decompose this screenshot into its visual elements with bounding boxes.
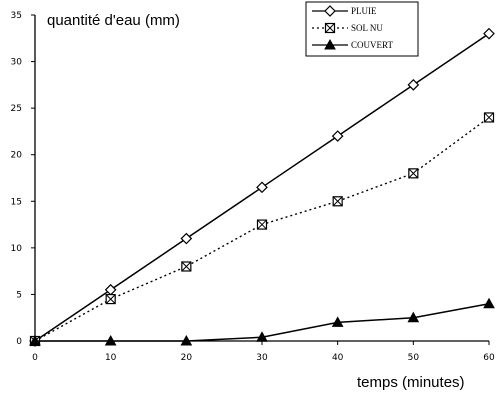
legend-item: PLUIE bbox=[312, 5, 377, 17]
data-point-cross bbox=[181, 261, 192, 272]
y-tick-label: 15 bbox=[11, 197, 22, 207]
data-point bbox=[256, 219, 268, 230]
data-point bbox=[324, 22, 336, 34]
series-sol-nu bbox=[29, 112, 495, 347]
data-point bbox=[256, 181, 268, 194]
data-point bbox=[483, 297, 495, 309]
x-tick-label: 60 bbox=[483, 353, 495, 363]
data-point bbox=[105, 293, 116, 305]
data-point bbox=[331, 130, 344, 142]
data-point-cross bbox=[484, 112, 494, 123]
legend-label: PLUIE bbox=[351, 6, 377, 16]
data-point bbox=[180, 232, 193, 245]
data-point bbox=[483, 27, 495, 40]
data-point bbox=[331, 316, 344, 327]
series-layer bbox=[29, 27, 495, 347]
x-tick-label: 10 bbox=[105, 353, 117, 363]
data-point bbox=[408, 168, 419, 179]
data-point bbox=[332, 196, 343, 207]
data-point-cross bbox=[105, 294, 116, 304]
y-tick-label: 25 bbox=[11, 104, 22, 114]
data-point-cross bbox=[408, 168, 419, 179]
y-tick-label: 35 bbox=[11, 11, 22, 21]
tick-labels: 0 5 10 15 20 25 30 35 0 10 20 30 40 50 60 bbox=[11, 11, 495, 363]
data-point bbox=[324, 38, 336, 50]
x-tick-label: 50 bbox=[408, 353, 420, 363]
data-point bbox=[29, 334, 41, 346]
x-axis-title: temps (minutes) bbox=[357, 374, 465, 391]
data-point bbox=[324, 5, 336, 17]
y-tick-label: 0 bbox=[16, 337, 22, 347]
data-point bbox=[104, 334, 117, 346]
data-point bbox=[407, 311, 420, 323]
axes bbox=[34, 15, 489, 342]
data-point-cross bbox=[332, 196, 343, 207]
series-pluie bbox=[29, 27, 495, 347]
y-axis-title: quantité d'eau (mm) bbox=[47, 12, 180, 29]
data-point bbox=[407, 79, 420, 91]
y-tick-label: 30 bbox=[11, 58, 23, 68]
data-point bbox=[483, 112, 495, 123]
data-point bbox=[256, 331, 268, 342]
legend-item: COUVERT bbox=[312, 38, 393, 50]
y-tick-label: 5 bbox=[16, 290, 22, 300]
x-tick-label: 30 bbox=[256, 353, 268, 363]
y-tick-label: 10 bbox=[11, 244, 23, 254]
data-point bbox=[180, 334, 193, 346]
data-point-cross bbox=[257, 219, 267, 230]
data-point bbox=[104, 283, 117, 296]
legend-item: SOL NU bbox=[312, 22, 383, 34]
y-tick-label: 20 bbox=[11, 151, 23, 161]
legend-label: COUVERT bbox=[351, 40, 393, 50]
x-tick-label: 20 bbox=[181, 353, 193, 363]
series-couvert bbox=[29, 297, 495, 346]
x-tick-label: 40 bbox=[332, 353, 344, 363]
x-tick-label: 0 bbox=[32, 353, 38, 363]
legend: PLUIE SOL NU COUVERT bbox=[305, 1, 419, 57]
data-point-cross bbox=[325, 23, 335, 33]
data-point bbox=[181, 261, 192, 272]
legend-label: SOL NU bbox=[351, 23, 383, 33]
